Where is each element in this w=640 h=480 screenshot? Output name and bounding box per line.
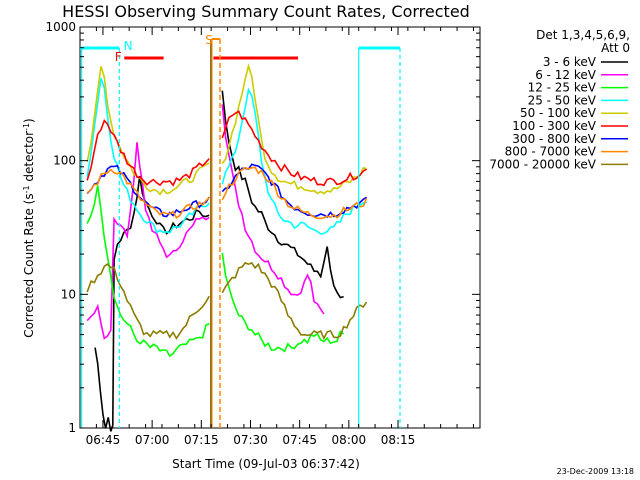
legend-entry-3: 25 - 50 keV [528,93,597,107]
legend-entry-2: 12 - 25 keV [528,81,597,95]
x-tick-label: 08:00 [332,433,367,447]
x-tick-label: 07:00 [135,433,170,447]
x-tick-label: 07:30 [233,433,268,447]
x-tick-label: 07:15 [184,433,219,447]
legend-entry-0: 3 - 6 keV [543,55,597,69]
x-tick-label: 06:45 [86,433,121,447]
legend-entry-5: 100 - 300 keV [512,119,596,133]
legend-entry-4: 50 - 100 keV [520,106,597,120]
legend-entry-1: 6 - 12 keV [535,68,597,82]
legend-header-1: Det 1,3,4,5,6,9, [536,28,630,42]
marks-layer: NF S [80,33,401,432]
y-tick-label: 10 [61,287,76,301]
chart-title: HESSI Observing Summary Count Rates, Cor… [62,2,470,21]
plot-border [79,26,481,429]
x-tick-label: 08:15 [381,433,416,447]
y-axis-label-sup1: -1 [22,185,31,193]
x-tick-label: 07:45 [282,433,317,447]
legend-entry-8: 7000 - 20000 keV [489,157,596,171]
saa-label: S [205,33,213,47]
y-axis-label: Corrected Count Rate (s-1 detector-1) [22,118,36,337]
series-line-0 [94,90,344,432]
series-line-3 [86,77,367,235]
series-line-1 [86,104,325,340]
y-axis-label-main: Corrected Count Rate (s [22,193,36,337]
y-axis-label-mid: detector [22,131,36,186]
legend-entry-6: 300 - 800 keV [512,132,596,146]
night-label: N [124,39,133,53]
series-line-5 [86,110,367,187]
series-line-4 [86,63,367,196]
y-axis-label-sup2: -1 [22,123,31,131]
legend-header-2: Att 0 [601,41,630,55]
flare-label: F [115,50,122,64]
series-line-8 [86,261,368,341]
y-tick-label: 1000 [45,20,76,34]
x-axis-label: Start Time (09-Jul-03 06:37:42) [172,457,360,471]
series-line-7 [86,166,368,220]
y-tick-label: 1 [68,421,76,435]
footer-date: 23-Dec-2009 13:18 [557,467,634,476]
plot-frame [79,26,481,429]
y-tick-label: 100 [53,154,76,168]
legend-entry-7: 800 - 7000 keV [505,145,597,159]
y-axis-label-end: ) [22,118,36,123]
axis-layer: 1 10 100 1000 06:45 07:00 07:15 07:30 07:45 08:00… [45,20,480,447]
series-line-2 [86,185,345,358]
